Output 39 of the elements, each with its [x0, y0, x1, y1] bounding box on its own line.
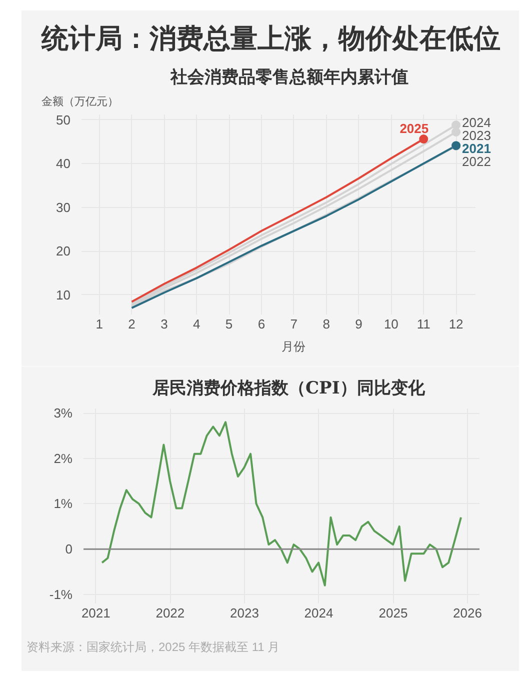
x-tick-label: 2: [128, 316, 136, 332]
chart-title: 居民消费价格指数（CPI）同比变化: [152, 378, 426, 398]
series-label: 2021: [462, 141, 491, 156]
y-tick-label: 3%: [54, 406, 73, 421]
text: 资料来源：国家统计局，2025 年数据截至 11 月: [26, 640, 280, 654]
x-tick-label: 6: [258, 316, 266, 332]
x-tick-label: 2023: [230, 606, 259, 620]
x-tick-label: 2026: [453, 606, 482, 620]
x-tick-label: 2021: [81, 606, 110, 620]
x-tick-label: 7: [290, 316, 298, 332]
series-label: 2022: [462, 154, 491, 169]
series-label: 2023: [462, 128, 491, 143]
y-tick-label: 10: [56, 287, 71, 302]
x-tick-label: 1: [96, 316, 103, 332]
y-tick-label: 2%: [54, 450, 73, 466]
x-tick-label: 2025: [378, 606, 408, 620]
y-axis-title: 金额（万亿元）: [42, 95, 118, 108]
y-tick-label: 1%: [54, 496, 73, 512]
chart-subtitle: 社会消费品零售总额年内累计值: [170, 68, 408, 88]
y-tick-label: 20: [56, 244, 71, 259]
y-tick-label: 0: [65, 542, 73, 557]
x-tick-label: 8: [322, 316, 330, 332]
x-tick-label: 10: [384, 316, 398, 332]
x-axis-title: 月份: [282, 340, 306, 354]
y-tick-label: 30: [56, 200, 71, 215]
x-tick-label: 2022: [156, 606, 185, 620]
y-tick-label: 50: [56, 112, 71, 128]
series-label: 2025: [400, 121, 429, 136]
x-tick-label: 12: [448, 316, 464, 332]
y-tick-label: -1%: [49, 586, 73, 602]
x-tick-label: 5: [225, 316, 233, 332]
x-tick-label: 11: [416, 316, 430, 332]
x-tick-label: 9: [355, 316, 362, 332]
x-tick-label: 2024: [304, 606, 334, 620]
x-tick-label: 4: [193, 316, 200, 332]
series-label: 2024: [462, 115, 491, 130]
chart-title: 统计局：消费总量上涨，物价处在低位: [40, 24, 500, 54]
x-tick-label: 3: [160, 316, 168, 332]
y-tick-label: 40: [56, 156, 71, 172]
